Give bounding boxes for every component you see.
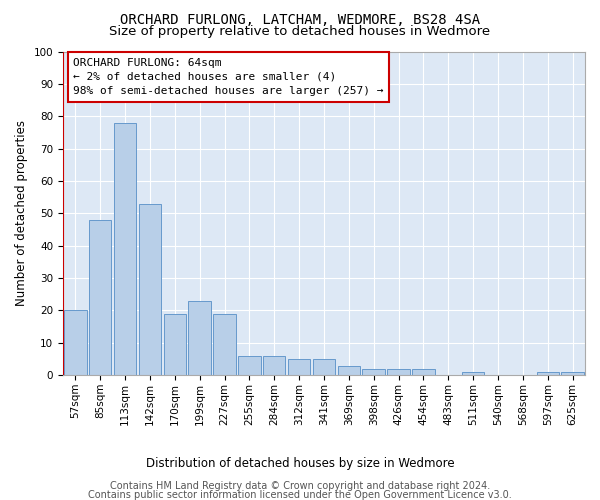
Y-axis label: Number of detached properties: Number of detached properties: [15, 120, 28, 306]
Bar: [362, 369, 385, 375]
Bar: [412, 369, 434, 375]
Bar: [188, 301, 211, 375]
Bar: [462, 372, 484, 375]
Text: Distribution of detached houses by size in Wedmore: Distribution of detached houses by size …: [146, 458, 454, 470]
Bar: [536, 372, 559, 375]
Bar: [214, 314, 236, 375]
Text: ORCHARD FURLONG, LATCHAM, WEDMORE, BS28 4SA: ORCHARD FURLONG, LATCHAM, WEDMORE, BS28 …: [120, 12, 480, 26]
Bar: [313, 359, 335, 375]
Text: Size of property relative to detached houses in Wedmore: Size of property relative to detached ho…: [109, 25, 491, 38]
Text: ORCHARD FURLONG: 64sqm
← 2% of detached houses are smaller (4)
98% of semi-detac: ORCHARD FURLONG: 64sqm ← 2% of detached …: [73, 58, 384, 96]
Bar: [388, 369, 410, 375]
Bar: [64, 310, 86, 375]
Bar: [263, 356, 286, 375]
Bar: [139, 204, 161, 375]
Bar: [238, 356, 260, 375]
Text: Contains HM Land Registry data © Crown copyright and database right 2024.: Contains HM Land Registry data © Crown c…: [110, 481, 490, 491]
Bar: [288, 359, 310, 375]
Bar: [562, 372, 584, 375]
Bar: [338, 366, 360, 375]
Bar: [89, 220, 112, 375]
Bar: [164, 314, 186, 375]
Bar: [114, 122, 136, 375]
Text: Contains public sector information licensed under the Open Government Licence v3: Contains public sector information licen…: [88, 490, 512, 500]
